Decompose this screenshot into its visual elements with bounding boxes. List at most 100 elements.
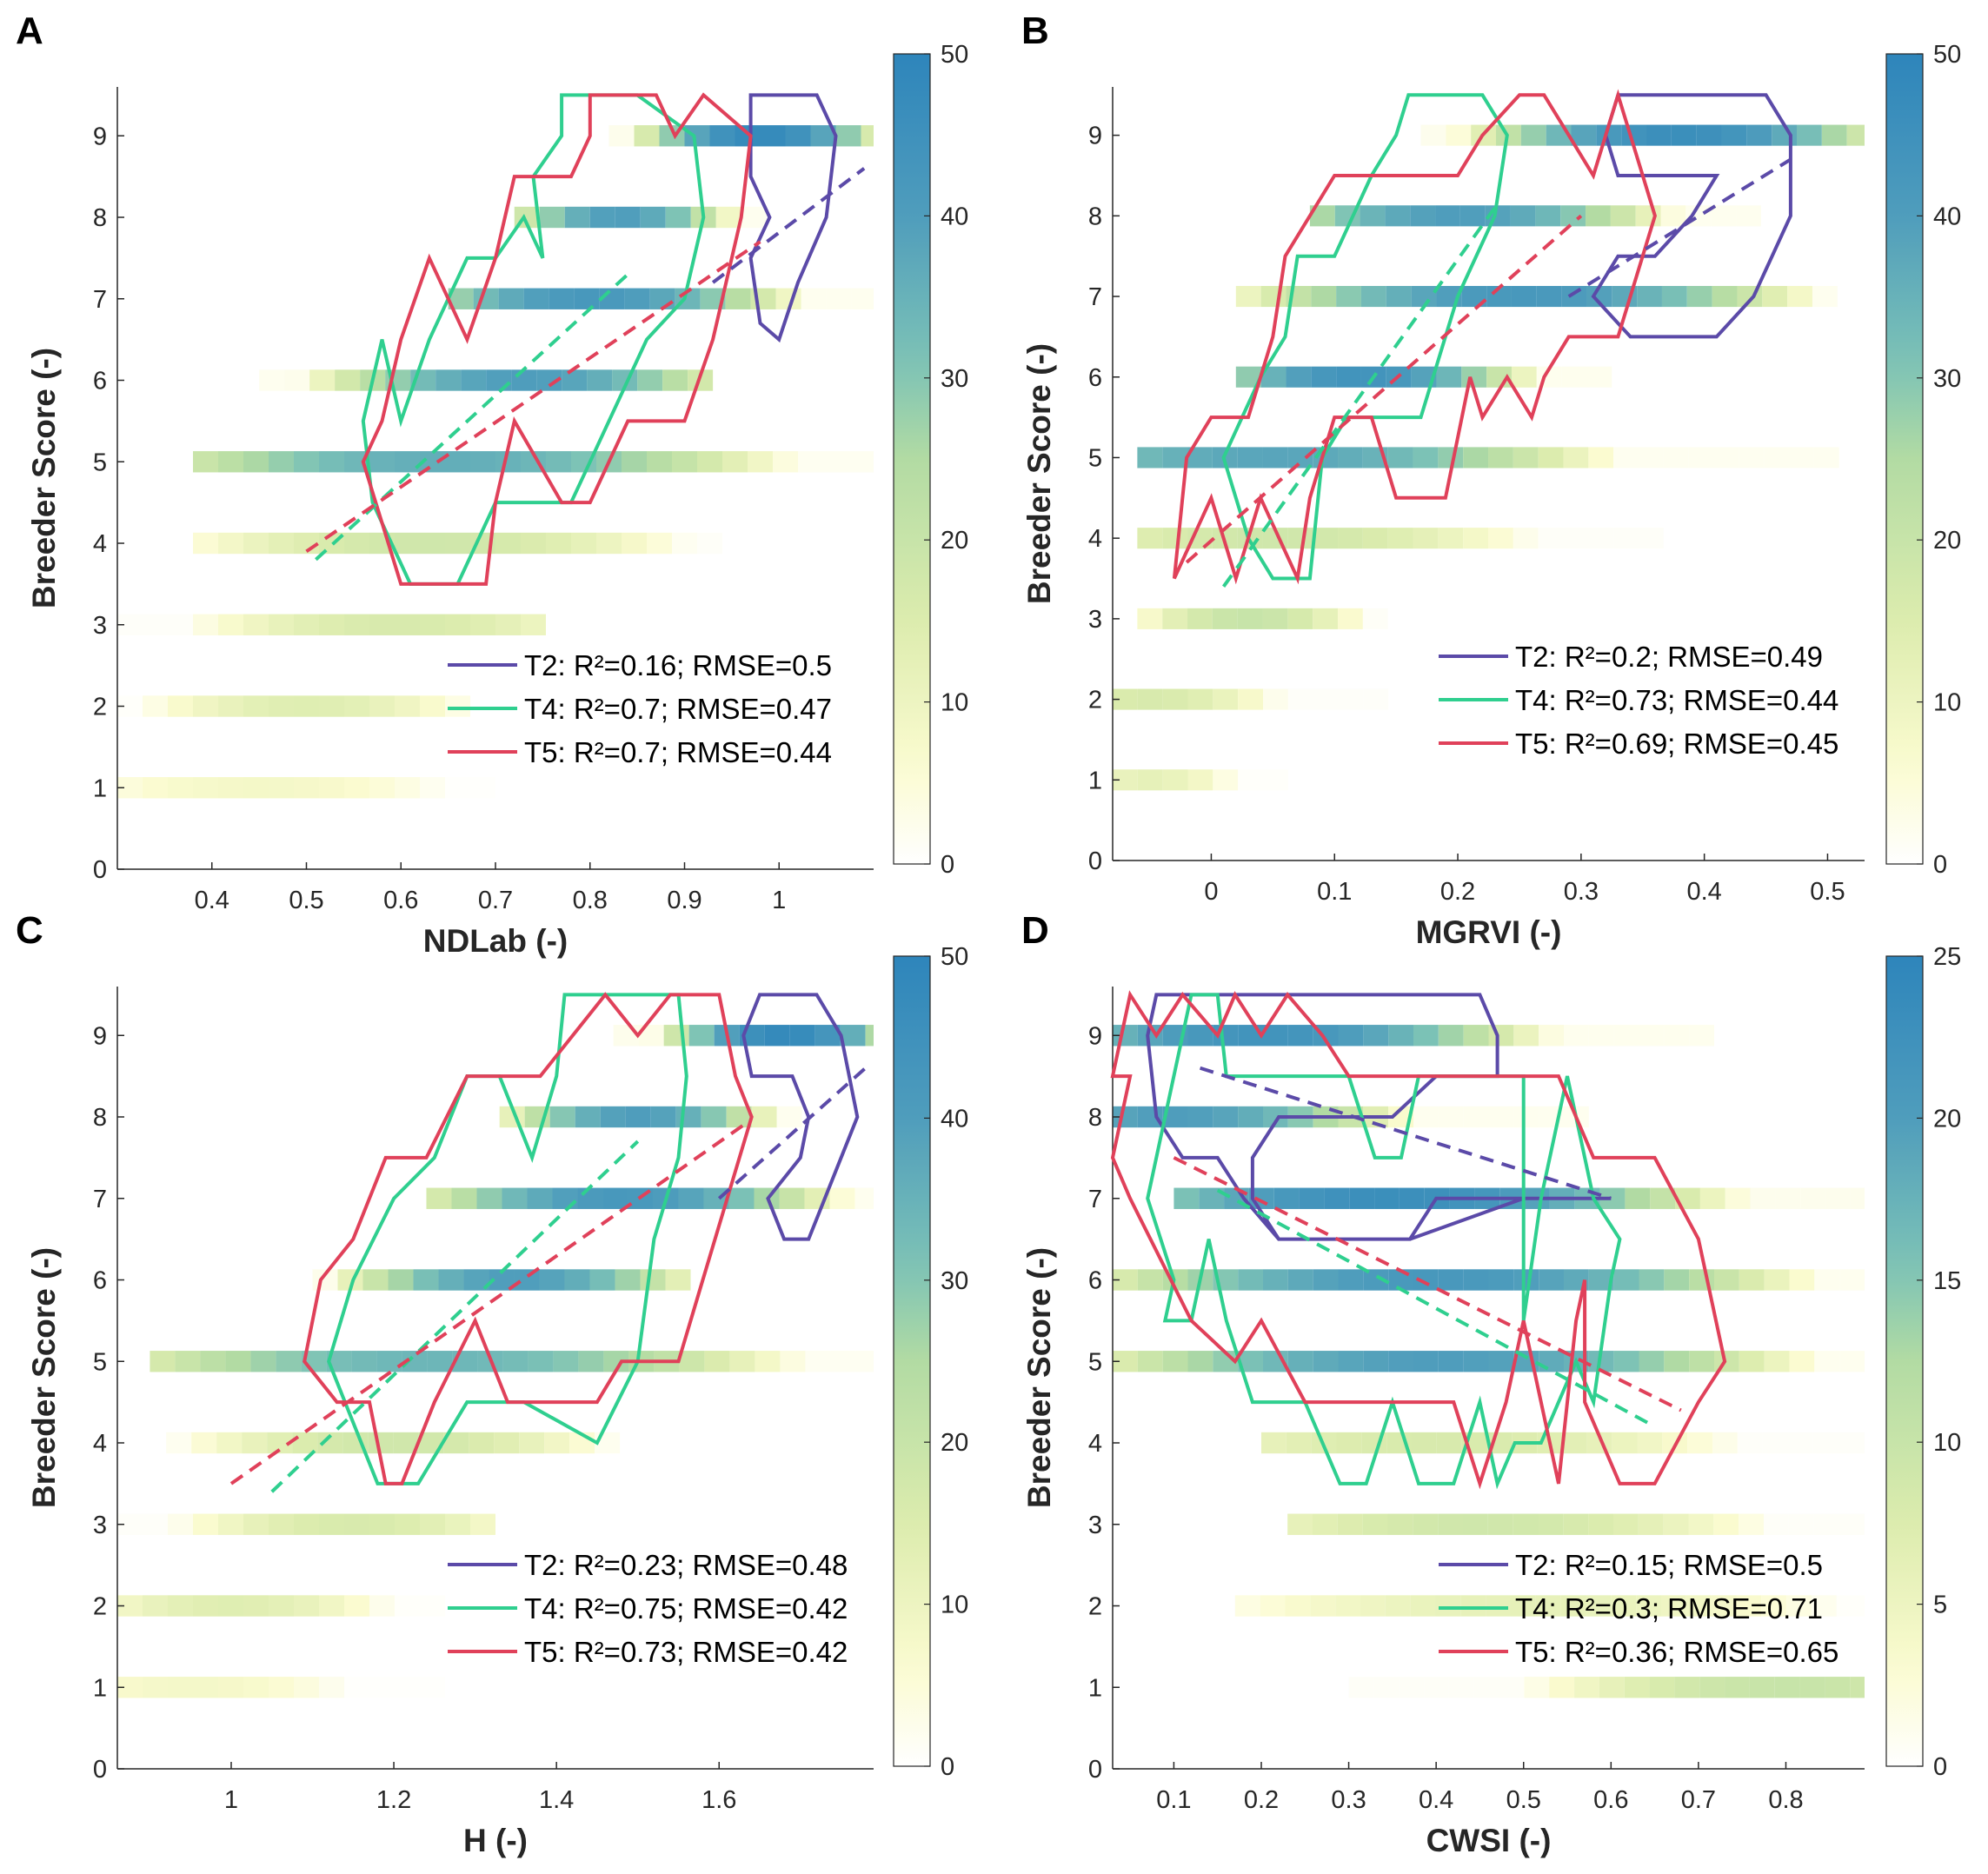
heat-cell (1664, 1025, 1690, 1047)
heat-cell (1613, 1351, 1639, 1372)
heat-cell (294, 695, 319, 717)
heat-cell (1310, 1595, 1336, 1617)
heat-cell (622, 532, 647, 555)
heat-cell (445, 1513, 470, 1535)
x-axis-label: CWSI (-) (1426, 1823, 1552, 1858)
heat-cell (150, 1351, 176, 1372)
y-tick-label: 2 (93, 694, 107, 721)
heat-cell (1137, 1351, 1163, 1372)
heat-cell (1787, 1432, 1813, 1454)
heat-cell (1363, 1351, 1389, 1372)
heat-cell (1137, 447, 1163, 468)
heat-cell (175, 1351, 201, 1372)
y-tick-label: 1 (1088, 767, 1102, 794)
heat-cell (191, 1432, 217, 1454)
trend-line-T4 (1216, 1188, 1656, 1429)
heat-cell (1338, 1351, 1364, 1372)
heat-cell (1838, 1432, 1863, 1454)
heat-cell (1535, 205, 1561, 227)
heat-cell (1387, 447, 1413, 468)
heat-cell (1789, 447, 1814, 468)
heat-cell (461, 369, 487, 391)
heat-cell (1411, 285, 1437, 308)
heat-cell (243, 1595, 269, 1617)
heat-cell (1764, 447, 1790, 468)
contour-T2 (1146, 993, 1612, 1241)
heat-cell (1338, 608, 1363, 629)
heat-cell (1388, 1351, 1413, 1372)
heat-cell (640, 206, 666, 229)
heat-cell (1762, 1432, 1788, 1454)
heat-cell (445, 695, 470, 717)
heat-cell (1413, 447, 1439, 468)
heat-cell (1263, 1269, 1288, 1291)
colorbar-tick-label: 50 (1933, 41, 1961, 69)
heat-cell (1536, 285, 1562, 308)
heat-cell (697, 532, 722, 555)
heat-cell (829, 1187, 855, 1209)
heat-cell (1712, 1432, 1738, 1454)
heat-cell (218, 451, 243, 473)
heat-cell (1686, 285, 1712, 308)
heat-cell (395, 532, 420, 555)
heat-cell (269, 1677, 294, 1698)
heat-cell (1438, 1351, 1464, 1372)
heat-cell (1674, 1677, 1700, 1698)
heat-cell (1586, 366, 1612, 388)
heat-cell (1399, 1677, 1425, 1698)
heat-cell (1786, 1595, 1812, 1617)
heat-cell (269, 614, 294, 635)
heat-cell (574, 288, 600, 309)
heat-cell (1360, 285, 1386, 308)
heat-cell (395, 451, 420, 473)
heat-cell (1162, 688, 1188, 710)
heat-cell (1187, 1351, 1213, 1372)
colorbar (893, 955, 931, 1767)
heat-cell (1513, 447, 1539, 468)
heat-cell (523, 288, 549, 309)
heat-cell (600, 1106, 626, 1128)
heat-cell (344, 1677, 369, 1698)
heat-cell (1187, 608, 1213, 629)
heat-cell (1213, 688, 1239, 710)
heat-cell (143, 614, 168, 635)
heat-cell (1446, 124, 1472, 146)
heat-cell (1411, 1432, 1437, 1454)
heat-cell (552, 1187, 578, 1209)
heat-cell (1238, 769, 1263, 791)
heat-cell (1235, 285, 1261, 308)
heat-cell (1797, 124, 1822, 146)
legend-label-T2: T2: R²=0.16; RMSE=0.5 (524, 649, 832, 681)
heat-cell (1586, 205, 1611, 227)
heat-cell (284, 369, 310, 391)
heat-cell (470, 614, 495, 635)
colorbar-tick-label: 0 (1933, 851, 1947, 879)
heat-cell (1571, 124, 1597, 146)
heat-cell (1438, 1269, 1464, 1291)
heat-cell (243, 451, 269, 473)
y-tick-label: 7 (1088, 283, 1102, 311)
heat-cell (1637, 1432, 1663, 1454)
x-tick-label: 0.1 (1317, 878, 1352, 906)
heat-cell (1850, 1187, 1865, 1209)
heat-cell (697, 451, 722, 473)
heat-cell (1636, 1595, 1661, 1617)
heat-cell (1560, 1595, 1586, 1617)
heat-cell (1775, 1187, 1801, 1209)
heat-cell (1362, 528, 1388, 549)
y-tick-label: 3 (1088, 1512, 1102, 1539)
y-tick-label: 9 (1088, 1022, 1102, 1050)
heat-cell (166, 1432, 192, 1454)
heat-cell (1763, 1513, 1789, 1535)
y-tick-label: 3 (1088, 606, 1102, 634)
heat-cell (640, 1269, 666, 1291)
heat-cell (1864, 1513, 1865, 1535)
heat-cell (1238, 1269, 1263, 1291)
heat-cell (1137, 1106, 1163, 1128)
x-tick-label: 0.5 (1506, 1786, 1541, 1814)
heat-cell (1373, 1677, 1400, 1698)
x-tick-label: 0.7 (1681, 1786, 1716, 1814)
heat-cell (1549, 1677, 1575, 1698)
heat-cell (1287, 1513, 1313, 1535)
heat-cell (1336, 285, 1361, 308)
